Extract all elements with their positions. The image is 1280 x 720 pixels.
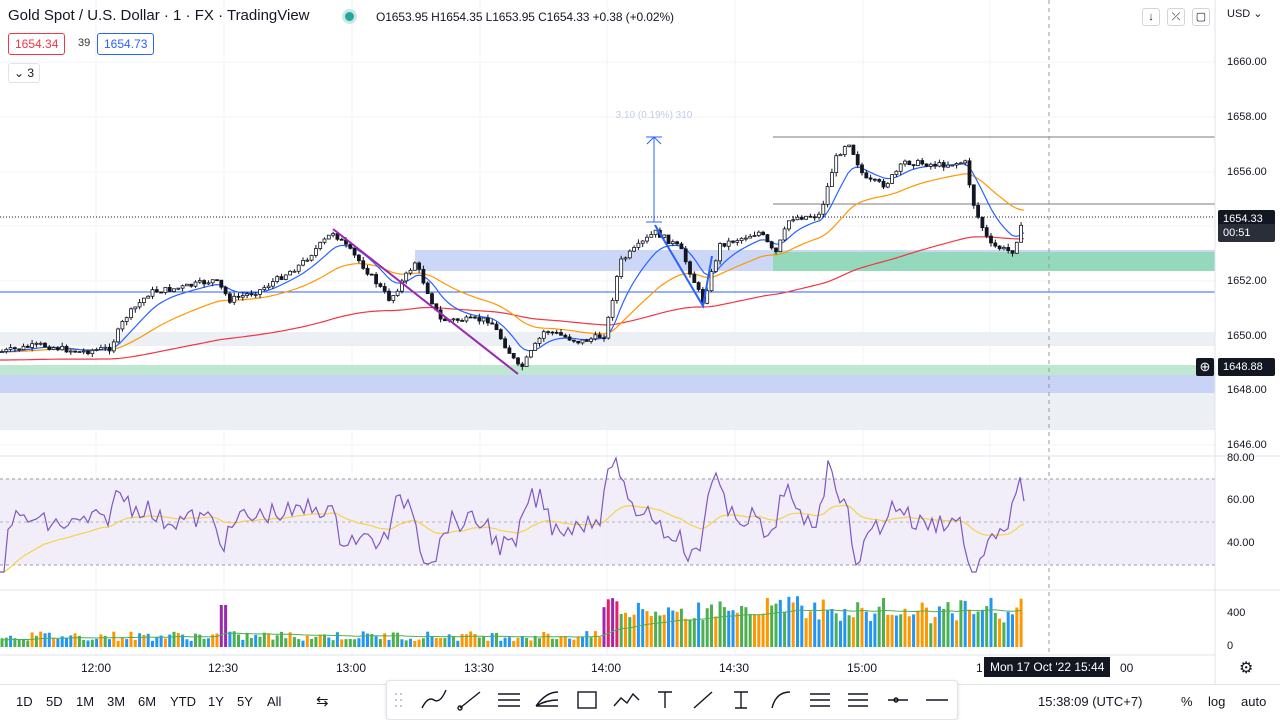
indicators-count: 3 <box>27 66 35 80</box>
trend-line-icon[interactable] <box>457 691 481 711</box>
volume-bars <box>0 596 1023 647</box>
spread-value: 39 <box>78 37 91 49</box>
price-tick: 1650.00 <box>1227 330 1267 342</box>
gray-zone-1 <box>0 332 1215 346</box>
range-ytd[interactable]: YTD <box>170 694 196 709</box>
countdown-label: 00:51 <box>1218 224 1275 242</box>
range-5y[interactable]: 5Y <box>237 694 253 709</box>
time-tick: 12:00 <box>81 661 112 675</box>
symbol-title[interactable]: Gold Spot / U.S. Dollar · 1 · FX · Tradi… <box>8 7 310 24</box>
range-6m[interactable]: 6M <box>138 694 157 709</box>
time-tick: 1 <box>976 661 983 675</box>
market-open-icon <box>345 12 354 21</box>
sell-button[interactable]: 1654.34 <box>8 33 66 55</box>
drag-handle-icon[interactable] <box>395 693 402 707</box>
price-tick: 1652.00 <box>1227 275 1267 287</box>
fullscreen-icon[interactable]: ▢ <box>1192 8 1210 26</box>
settings-gear-icon[interactable]: ⚙ <box>1239 660 1254 677</box>
candles <box>0 144 1023 371</box>
range-1y[interactable]: 1Y <box>208 694 224 709</box>
rsi-tick: 60.00 <box>1227 494 1255 506</box>
collapse-icon[interactable]: ⤫ <box>1167 8 1185 26</box>
price-tick: 1660.00 <box>1227 56 1267 68</box>
range-1m[interactable]: 1M <box>76 694 95 709</box>
log-toggle[interactable]: log <box>1208 694 1226 709</box>
time-tick: 12:30 <box>208 661 239 675</box>
ema-fast-line <box>0 163 1025 353</box>
buy-button[interactable]: 1654.73 <box>97 33 155 55</box>
auto-toggle[interactable]: auto <box>1241 694 1267 709</box>
volume-tick: 400 <box>1227 607 1246 619</box>
time-tick: 14:00 <box>591 661 622 675</box>
price-tick: 1648.00 <box>1227 384 1267 396</box>
range-5d[interactable]: 5D <box>46 694 63 709</box>
time-tick: 00 <box>1120 661 1134 675</box>
measure-label: 3.10 (0.19%) 310 <box>616 110 693 121</box>
ohlc-values: O1653.95 H1654.35 L1653.95 C1654.33 +0.3… <box>376 10 674 24</box>
time-tick: 13:30 <box>464 661 495 675</box>
indicators-toggle[interactable]: ⌄ 3 <box>8 63 41 83</box>
brush-icon[interactable] <box>421 689 447 709</box>
arrow-down-icon[interactable]: ↓ <box>1142 8 1160 26</box>
curve-icon[interactable] <box>771 691 791 709</box>
price-tick: 1656.00 <box>1227 166 1267 178</box>
line-icon[interactable] <box>693 691 713 709</box>
range-1d[interactable]: 1D <box>16 694 33 709</box>
demand-zone <box>773 252 1215 271</box>
crosshair-time-label: Mon 17 Oct '22 15:44 <box>984 657 1111 677</box>
price-chart[interactable]: 3.10 (0.19%) 310 <box>0 0 1280 684</box>
pitchfork-icon[interactable] <box>535 691 559 707</box>
fib-icon[interactable] <box>810 693 830 707</box>
trend-line-purple[interactable] <box>332 228 519 375</box>
clock[interactable]: 15:38:09 (UTC+7) <box>1038 694 1143 709</box>
blue-band <box>0 375 1215 393</box>
rsi-tick: 80.00 <box>1227 452 1255 464</box>
price-tick: 1658.00 <box>1227 111 1267 123</box>
currency-select[interactable]: USD ⌄ <box>1227 7 1263 20</box>
horizontal-ray-icon[interactable] <box>888 697 908 703</box>
range-all[interactable]: All <box>267 694 282 709</box>
time-tick: 13:00 <box>336 661 367 675</box>
green-band <box>0 365 1215 375</box>
price-tick: 1646.00 <box>1227 439 1267 451</box>
add-alert-icon[interactable]: ⊕ <box>1196 358 1214 376</box>
time-tick: 14:30 <box>719 661 750 675</box>
path-icon[interactable] <box>613 692 640 707</box>
volume-ma-line <box>1 609 1022 641</box>
drawing-tools <box>395 689 948 711</box>
time-tick: 15:00 <box>847 661 878 675</box>
ema-mid-line <box>0 173 1025 353</box>
gray-zone-2 <box>0 393 1215 430</box>
date-range-icon[interactable]: ⇆ <box>316 693 329 710</box>
percent-toggle[interactable]: % <box>1181 694 1193 709</box>
chevron-down-icon: ⌄ <box>1253 8 1263 20</box>
parallel-channel-icon[interactable] <box>498 693 520 707</box>
rectangle-icon[interactable] <box>577 691 597 709</box>
volume-tick: 0 <box>1227 640 1234 652</box>
chevron-down-icon: ⌄ <box>14 66 25 80</box>
gann-icon[interactable] <box>848 693 868 707</box>
currency-label: USD <box>1227 8 1251 20</box>
rsi-line <box>0 456 1025 573</box>
zigzag-line-blue[interactable] <box>654 224 713 309</box>
rsi-ma-line <box>0 504 1025 573</box>
rsi-tick: 40.00 <box>1227 537 1255 549</box>
last-price-label: 1654.33 <box>1218 210 1275 228</box>
crosshair-price-label: 1648.88 <box>1218 358 1275 376</box>
anchored-text-icon[interactable] <box>734 691 748 709</box>
range-3m[interactable]: 3M <box>107 694 126 709</box>
text-icon[interactable] <box>658 691 672 708</box>
